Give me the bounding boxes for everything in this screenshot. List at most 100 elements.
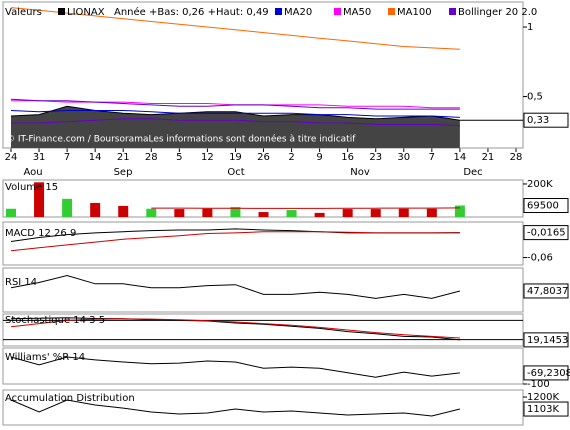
panel-frame (2, 267, 524, 313)
y-tick-label: -100 (527, 379, 550, 390)
x-tick-label: 28 (510, 152, 523, 163)
panel (10, 228, 460, 252)
month-label: Aou (23, 167, 42, 178)
bar (146, 208, 157, 217)
last-value-box (523, 225, 569, 241)
y-tick-label: -0,06 (527, 253, 553, 264)
last-value-box (523, 401, 569, 417)
last-value: 47,8037 (527, 286, 568, 297)
bar (398, 208, 409, 217)
series-line (10, 105, 460, 121)
bar (230, 207, 241, 217)
source-note: © IT-Finance.com / BoursoramaLes informa… (6, 134, 356, 145)
panel-title: MACD 12 26 9 (5, 228, 76, 239)
panel-title: Stochastique 14 3 5 (5, 315, 105, 326)
x-tick-label: 2 (288, 152, 294, 163)
panel-frame (2, 389, 524, 426)
bar (202, 208, 213, 217)
bar (258, 212, 269, 217)
legend-label: Bollinger 20 2.0 (458, 7, 537, 18)
month-label: Oct (227, 167, 244, 178)
x-tick-label: 30 (397, 152, 410, 163)
bar (342, 209, 353, 217)
bar (454, 205, 465, 217)
x-tick-label: 28 (145, 152, 158, 163)
bar (426, 208, 437, 217)
x-tick-label: 31 (33, 152, 46, 163)
x-tick-label: 21 (117, 152, 130, 163)
panel-title: RSI 14 (5, 277, 37, 288)
legend-swatch (58, 8, 65, 15)
panel-title: Accumulation Distribution (5, 393, 135, 404)
bar (286, 210, 297, 217)
x-tick-label: 14 (89, 152, 102, 163)
last-value-box (523, 112, 569, 128)
bar (370, 209, 381, 217)
x-tick-label: 23 (369, 152, 382, 163)
bar (118, 205, 129, 217)
panel-title: Williams' %R 14 (5, 352, 85, 363)
series-line (10, 231, 460, 252)
legend-label: MA100 (397, 7, 432, 18)
x-tick-label: 16 (341, 152, 354, 163)
bar (174, 209, 185, 217)
x-tick-label: 9 (316, 152, 322, 163)
panel (10, 274, 461, 299)
x-tick-label: 26 (257, 152, 270, 163)
panel-title: Valeurs (5, 7, 42, 18)
last-value-box (523, 198, 569, 214)
last-value: 19,1453 (527, 335, 568, 346)
panel-frame (2, 221, 524, 266)
x-tick-label: 21 (482, 152, 495, 163)
x-tick-label: 7 (429, 152, 435, 163)
series-line (10, 7, 460, 50)
bar (6, 208, 16, 217)
bar (314, 212, 325, 217)
legend-swatch (449, 8, 456, 15)
subtitle: Année +Bas: 0,26 +Haut: 0,49 (114, 6, 269, 18)
bar (34, 182, 45, 217)
series-line (151, 207, 460, 209)
legend-swatch (275, 8, 282, 15)
panel-frame (2, 179, 524, 218)
panel (10, 399, 461, 417)
x-tick-label: 12 (201, 152, 214, 163)
price-area (11, 106, 460, 148)
month-label: Sep (114, 167, 133, 178)
month-label: Dec (463, 167, 482, 178)
panel (6, 182, 465, 217)
series-line (10, 110, 460, 118)
x-tick-label: 19 (229, 152, 242, 163)
series-line (10, 274, 461, 299)
legend-label: MA50 (343, 7, 371, 18)
panel-title: Volume 15 (5, 182, 58, 193)
legend-swatch (388, 8, 395, 15)
legend-label: MA20 (284, 7, 312, 18)
x-tick-label: 5 (176, 152, 182, 163)
month-label: Nov (350, 167, 370, 178)
last-value-box (523, 365, 569, 381)
series-line (10, 318, 460, 339)
legend-swatch (334, 8, 341, 15)
x-tick-label: 7 (64, 152, 70, 163)
last-value: 0,33 (527, 115, 549, 126)
y-tick-label: 1 (527, 22, 533, 33)
last-value: 1103K (527, 404, 559, 415)
panel (10, 356, 460, 378)
series-line (10, 317, 460, 341)
last-value-box (523, 283, 569, 299)
bar (90, 202, 101, 217)
last-value: 69500 (527, 201, 559, 212)
band-lower (11, 118, 460, 127)
last-value: -0,0165 (527, 228, 566, 239)
x-tick-label: 24 (5, 152, 18, 163)
series-line (10, 356, 460, 378)
last-value: -69,2308 (527, 368, 570, 379)
y-tick-label: 200K (527, 179, 553, 190)
y-tick-label: 1200K (527, 392, 559, 403)
x-tick-label: 14 (454, 152, 467, 163)
y-tick-label: 0,5 (527, 92, 543, 103)
last-value-box (523, 332, 569, 348)
